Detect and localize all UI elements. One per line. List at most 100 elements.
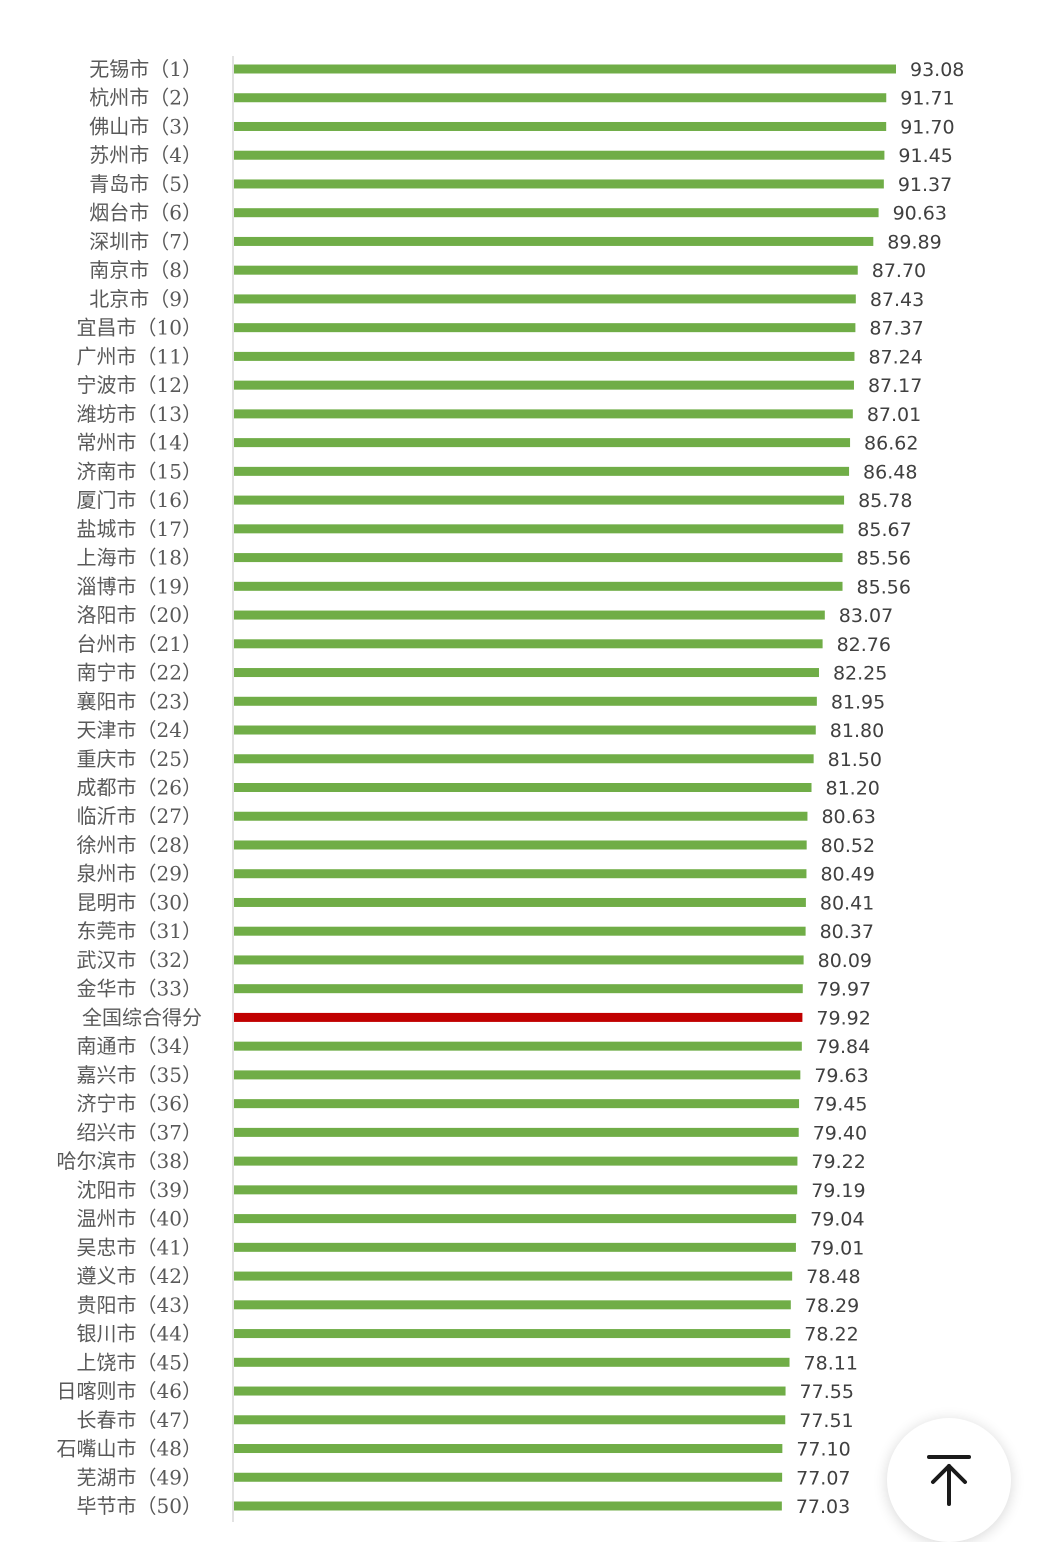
category-label: 烟台市（6） xyxy=(89,201,202,225)
value-label: 79.97 xyxy=(817,979,871,1001)
bar xyxy=(234,668,819,678)
value-label: 79.45 xyxy=(813,1094,867,1116)
bar xyxy=(234,1415,786,1425)
category-label: 温州市（40） xyxy=(77,1207,202,1231)
bar xyxy=(234,351,855,361)
bar xyxy=(234,265,858,275)
category-label: 天津市（24） xyxy=(77,718,202,742)
value-label: 77.07 xyxy=(796,1467,850,1489)
category-label: 苏州市（4） xyxy=(89,143,202,167)
category-label: 深圳市（7） xyxy=(89,229,202,253)
value-label: 78.48 xyxy=(806,1266,860,1288)
value-label: 79.40 xyxy=(813,1122,867,1144)
bar xyxy=(234,897,806,907)
category-label: 宜昌市（10） xyxy=(77,316,202,340)
category-labels: 无锡市（1） 杭州市（2） 佛山市（3） 苏州市（4） 青岛市（5） 烟台市（6） 深圳市（… xyxy=(57,57,202,1518)
category-label: 银川市（44） xyxy=(77,1322,202,1346)
bar xyxy=(234,869,807,879)
bar xyxy=(234,1329,791,1339)
value-label: 80.41 xyxy=(820,892,874,914)
bar xyxy=(234,466,850,476)
bar xyxy=(234,1099,800,1109)
value-label: 85.56 xyxy=(857,576,911,598)
bar xyxy=(234,1156,798,1166)
value-label: 85.78 xyxy=(858,490,912,512)
category-label: 上海市（18） xyxy=(77,546,202,570)
value-label: 81.20 xyxy=(826,778,880,800)
value-label: 91.37 xyxy=(898,174,952,196)
category-label: 武汉市（32） xyxy=(77,948,202,972)
value-label: 87.24 xyxy=(868,346,922,368)
value-label: 81.50 xyxy=(828,749,882,771)
value-label: 91.71 xyxy=(900,88,954,110)
category-label: 台州市（21） xyxy=(77,632,202,656)
bar xyxy=(234,840,807,850)
category-label: 洛阳市（20） xyxy=(77,603,202,627)
category-label: 青岛市（5） xyxy=(89,172,202,196)
value-label: 77.55 xyxy=(800,1381,854,1403)
bar xyxy=(234,1041,802,1051)
bar xyxy=(234,1300,791,1310)
category-label: 沈阳市（39） xyxy=(77,1178,202,1202)
category-label: 厦门市（16） xyxy=(77,488,202,512)
category-label: 济南市（15） xyxy=(77,459,202,483)
value-label: 87.43 xyxy=(870,289,924,311)
value-label: 79.63 xyxy=(814,1065,868,1087)
bar xyxy=(234,754,814,764)
value-label: 86.62 xyxy=(864,433,918,455)
value-label: 81.95 xyxy=(831,691,885,713)
value-label: 77.10 xyxy=(796,1439,850,1461)
bar xyxy=(234,783,812,792)
category-label: 襄阳市（23） xyxy=(77,689,202,713)
category-label: 石嘴山市（48） xyxy=(57,1437,202,1461)
category-label: 日喀则市（46） xyxy=(57,1379,202,1403)
value-label: 81.80 xyxy=(830,720,884,742)
category-label: 广州市（11） xyxy=(77,344,202,368)
category-label: 南宁市（22） xyxy=(77,661,202,685)
value-label: 79.84 xyxy=(816,1036,870,1058)
scroll-to-top-button[interactable] xyxy=(887,1418,1011,1542)
value-label: 77.03 xyxy=(796,1496,850,1518)
category-label: 无锡市（1） xyxy=(89,57,202,81)
category-label: 临沂市（27） xyxy=(77,804,202,828)
value-label: 80.52 xyxy=(821,835,875,857)
bar xyxy=(234,380,854,390)
bar xyxy=(234,323,856,333)
bar xyxy=(234,926,806,936)
bar xyxy=(234,438,851,448)
value-label: 85.67 xyxy=(857,519,911,541)
value-label: 78.22 xyxy=(804,1324,858,1346)
bars-layer xyxy=(234,64,896,1511)
value-label: 79.22 xyxy=(811,1151,865,1173)
category-label: 遵义市（42） xyxy=(77,1264,202,1288)
value-label: 87.17 xyxy=(868,375,922,397)
category-label: 吴忠市（41） xyxy=(77,1235,202,1259)
bar xyxy=(234,1185,798,1195)
value-label: 85.56 xyxy=(857,548,911,570)
bar-national-average xyxy=(234,1012,803,1022)
category-label: 南京市（8） xyxy=(89,258,202,282)
bar xyxy=(234,581,843,591)
bar xyxy=(234,1242,796,1252)
bar xyxy=(234,1070,801,1080)
bar xyxy=(234,495,845,505)
bar xyxy=(234,639,823,649)
arrow-up-to-top-icon xyxy=(927,1455,971,1506)
value-label: 79.19 xyxy=(811,1180,865,1202)
category-label: 芜湖市（49） xyxy=(77,1465,202,1489)
bar xyxy=(234,1472,783,1482)
category-label: 宁波市（12） xyxy=(77,373,202,397)
value-label: 77.51 xyxy=(799,1410,853,1432)
bar xyxy=(234,553,843,563)
bar xyxy=(234,121,887,131)
bar xyxy=(234,524,844,534)
value-labels: 93.08 91.71 91.70 91.45 91.37 90.63 89.89 87.70… xyxy=(796,59,965,1518)
bar xyxy=(234,1501,782,1511)
category-label: 贵阳市（43） xyxy=(77,1293,202,1317)
bar xyxy=(234,725,816,735)
bar xyxy=(234,409,853,419)
value-label: 87.37 xyxy=(869,318,923,340)
category-label: 徐州市（28） xyxy=(77,833,202,857)
bar xyxy=(234,1386,786,1396)
category-label: 济宁市（36） xyxy=(77,1092,202,1116)
